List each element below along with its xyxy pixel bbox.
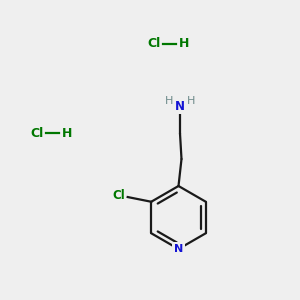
Text: Cl: Cl — [30, 127, 43, 140]
Text: H: H — [187, 96, 196, 106]
Text: H: H — [179, 37, 189, 50]
Text: N: N — [174, 244, 183, 254]
Text: H: H — [164, 96, 173, 106]
Text: N: N — [175, 100, 185, 113]
Text: H: H — [62, 127, 72, 140]
Text: Cl: Cl — [112, 189, 125, 202]
Text: Cl: Cl — [147, 37, 160, 50]
